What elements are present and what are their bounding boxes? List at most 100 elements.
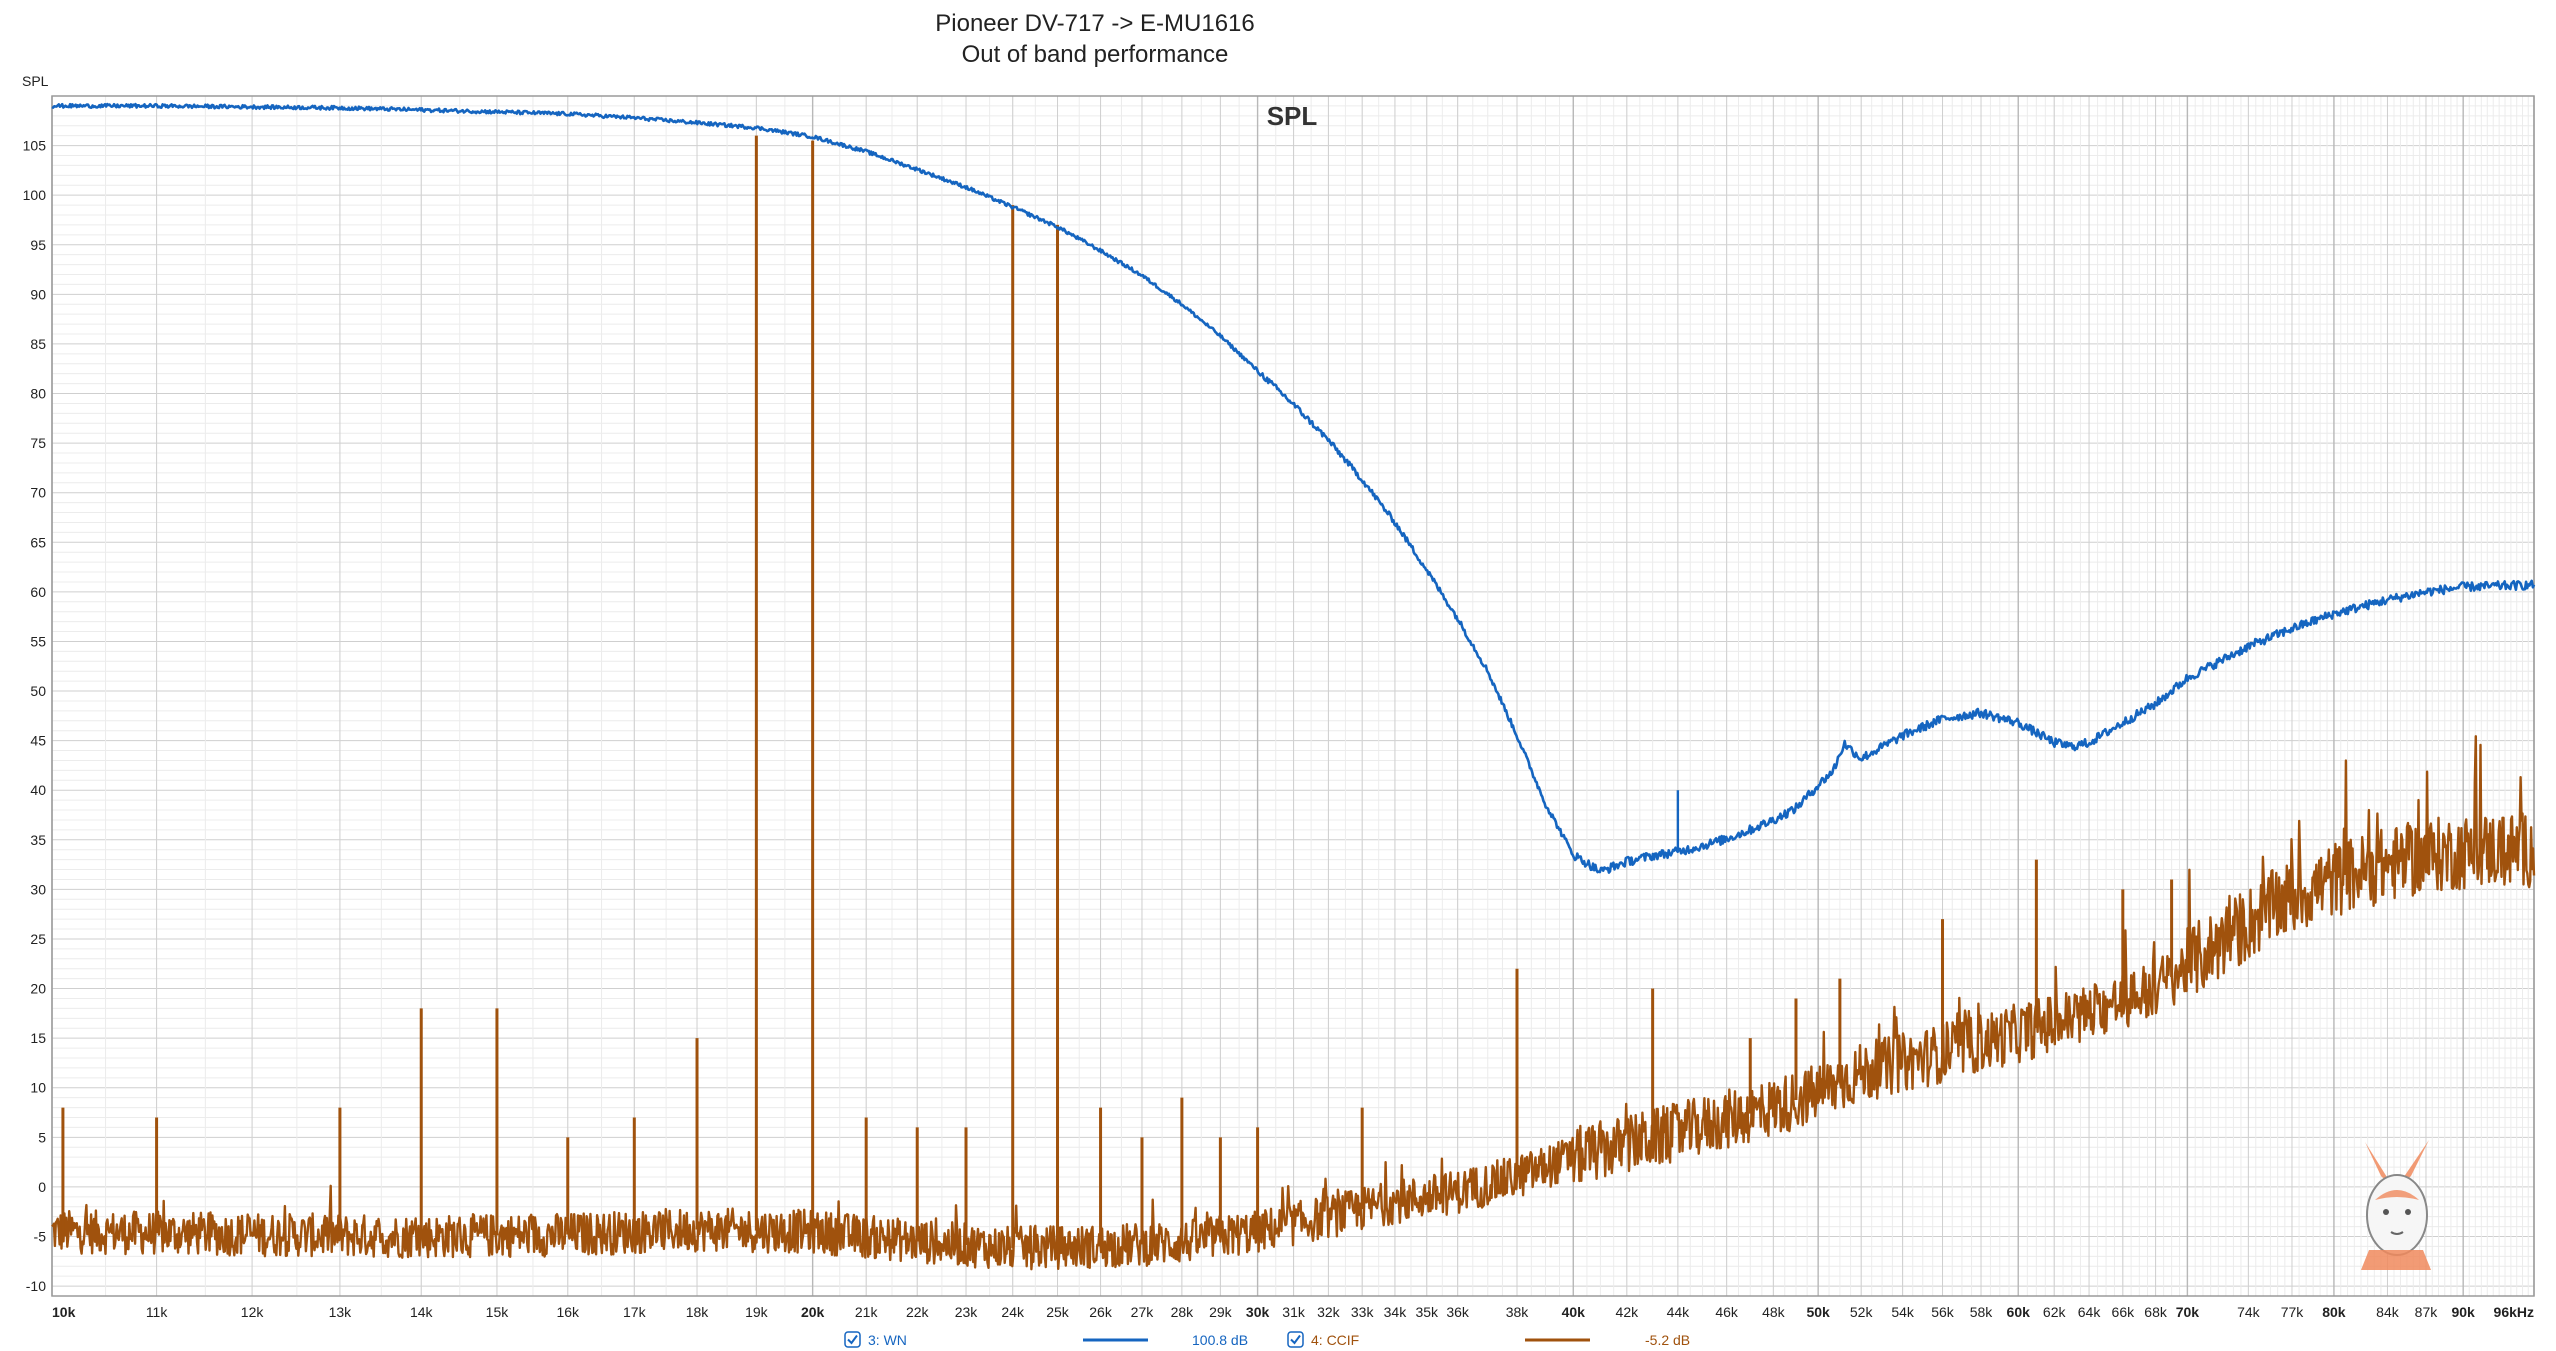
y-tick-label: 95 xyxy=(30,237,46,253)
legend-label-wn: 3: WN xyxy=(868,1332,907,1348)
x-tick-label: 40k xyxy=(1562,1304,1586,1320)
x-tick-label: 26k xyxy=(1089,1304,1113,1320)
x-tick-label: 44k xyxy=(1667,1304,1691,1320)
x-tick-label: 28k xyxy=(1171,1304,1195,1320)
series-ccif xyxy=(51,135,2536,1271)
x-tick-label: 33k xyxy=(1351,1304,1375,1320)
x-tick-label: 13k xyxy=(329,1304,353,1320)
x-tick-label: 66k xyxy=(2112,1304,2136,1320)
y-tick-label: 5 xyxy=(38,1129,46,1145)
y-tick-label: 15 xyxy=(30,1030,46,1046)
plot-frame xyxy=(51,95,2535,1297)
legend-value-wn: 100.8 dB xyxy=(1192,1332,1248,1348)
x-tick-label: 16k xyxy=(556,1304,580,1320)
checkmark-icon xyxy=(1290,1334,1301,1345)
y-tick-label: 50 xyxy=(30,683,46,699)
legend-checkbox-wn[interactable] xyxy=(844,1331,861,1348)
x-tick-label: 42k xyxy=(1616,1304,1640,1320)
y-tick-label: 25 xyxy=(30,931,46,947)
x-tick-label: 84k xyxy=(2376,1304,2400,1320)
y-tick-label: 100 xyxy=(23,187,47,203)
x-tick-label: 27k xyxy=(1131,1304,1155,1320)
y-axis-label: SPL xyxy=(22,73,49,89)
x-tick-label: 20k xyxy=(801,1304,825,1320)
x-axis-ticks: 10k 11k 12k 13k 14k 15k 16k 17k 18k 19k 20k 21k 22k 2… xyxy=(52,1304,2534,1320)
y-tick-label: 65 xyxy=(30,534,46,550)
x-tick-label: 38k xyxy=(1506,1304,1530,1320)
x-tick-label: 30k xyxy=(1246,1304,1270,1320)
x-tick-label: 54k xyxy=(1891,1304,1915,1320)
y-tick-label: 70 xyxy=(30,485,46,501)
x-tick-label: 60k xyxy=(2007,1304,2031,1320)
x-tick-label: 74k xyxy=(2237,1304,2261,1320)
x-tick-label: 48k xyxy=(1762,1304,1786,1320)
x-tick-label: 35k xyxy=(1415,1304,1439,1320)
x-tick-label: 64k xyxy=(2078,1304,2102,1320)
series-wn xyxy=(51,102,2536,874)
x-tick-label: 23k xyxy=(955,1304,979,1320)
x-tick-label: 12k xyxy=(241,1304,265,1320)
x-tick-label: 77k xyxy=(2281,1304,2305,1320)
chart-title-line2: Out of band performance xyxy=(962,41,1229,68)
x-tick-label: 10k xyxy=(52,1304,76,1320)
x-tick-label: 17k xyxy=(623,1304,647,1320)
x-tick-label: 31k xyxy=(1282,1304,1306,1320)
x-tick-label: 50k xyxy=(1806,1304,1830,1320)
x-tick-label: 19k xyxy=(745,1304,769,1320)
y-tick-label: 60 xyxy=(30,584,46,600)
x-tick-label: 36k xyxy=(1446,1304,1470,1320)
legend-value-ccif: -5.2 dB xyxy=(1645,1332,1690,1348)
x-tick-label: 14k xyxy=(410,1304,434,1320)
x-tick-label: 62k xyxy=(2043,1304,2067,1320)
legend-checkbox-ccif[interactable] xyxy=(1287,1331,1304,1348)
x-tick-label: 58k xyxy=(1970,1304,1994,1320)
x-tick-label: 25k xyxy=(1046,1304,1070,1320)
x-tick-label: 56k xyxy=(1931,1304,1955,1320)
x-tick-label: 29k xyxy=(1209,1304,1233,1320)
checkmark-icon xyxy=(847,1334,858,1345)
x-tick-label: 18k xyxy=(686,1304,710,1320)
x-tick-label: 11k xyxy=(146,1304,169,1320)
y-tick-label: 20 xyxy=(30,981,46,997)
x-tick-label: 70k xyxy=(2176,1304,2200,1320)
y-tick-label: -10 xyxy=(26,1278,46,1294)
x-tick-label: 24k xyxy=(1001,1304,1025,1320)
y-tick-label: 45 xyxy=(30,733,46,749)
x-tick-label: 87k xyxy=(2415,1304,2439,1320)
x-tick-label: 32k xyxy=(1317,1304,1341,1320)
mascot-logo xyxy=(2361,1140,2431,1270)
y-tick-label: 90 xyxy=(30,286,46,302)
y-tick-label: 55 xyxy=(30,633,46,649)
x-tick-label: 52k xyxy=(1850,1304,1874,1320)
ccif-noise-line xyxy=(51,735,2536,1271)
x-tick-label: 15k xyxy=(486,1304,510,1320)
y-axis-ticks: 1051009590858075706560555045403530252015… xyxy=(23,138,47,1294)
y-tick-label: 85 xyxy=(30,336,46,352)
y-tick-label: 40 xyxy=(30,782,46,798)
legend: 3: WN 100.8 dB 4: CCIF -5.2 dB xyxy=(844,1331,1690,1348)
x-tick-label: 22k xyxy=(906,1304,930,1320)
x-tick-label: 34k xyxy=(1384,1304,1408,1320)
y-tick-label: 10 xyxy=(30,1080,46,1096)
x-tick-label: 96kHz xyxy=(2494,1304,2534,1320)
y-tick-label: 105 xyxy=(23,138,47,154)
plot-area xyxy=(51,102,2536,1271)
y-tick-label: 0 xyxy=(38,1179,46,1195)
x-tick-label: 46k xyxy=(1715,1304,1739,1320)
y-tick-label: 80 xyxy=(30,386,46,402)
x-tick-label: 80k xyxy=(2322,1304,2346,1320)
x-tick-label: 68k xyxy=(2144,1304,2168,1320)
wn-line xyxy=(51,102,2536,874)
legend-label-ccif: 4: CCIF xyxy=(1311,1332,1359,1348)
chart-title-line1: Pioneer DV-717 -> E-MU1616 xyxy=(935,10,1255,37)
legend-item-wn[interactable]: 3: WN 100.8 dB xyxy=(844,1331,1248,1348)
x-tick-label: 90k xyxy=(2451,1304,2475,1320)
legend-item-ccif[interactable]: 4: CCIF -5.2 dB xyxy=(1287,1331,1690,1348)
y-tick-label: 35 xyxy=(30,832,46,848)
plot-inner-title: SPL xyxy=(1267,101,1318,131)
y-tick-label: -5 xyxy=(34,1228,47,1244)
y-tick-label: 30 xyxy=(30,881,46,897)
x-tick-label: 21k xyxy=(855,1304,879,1320)
